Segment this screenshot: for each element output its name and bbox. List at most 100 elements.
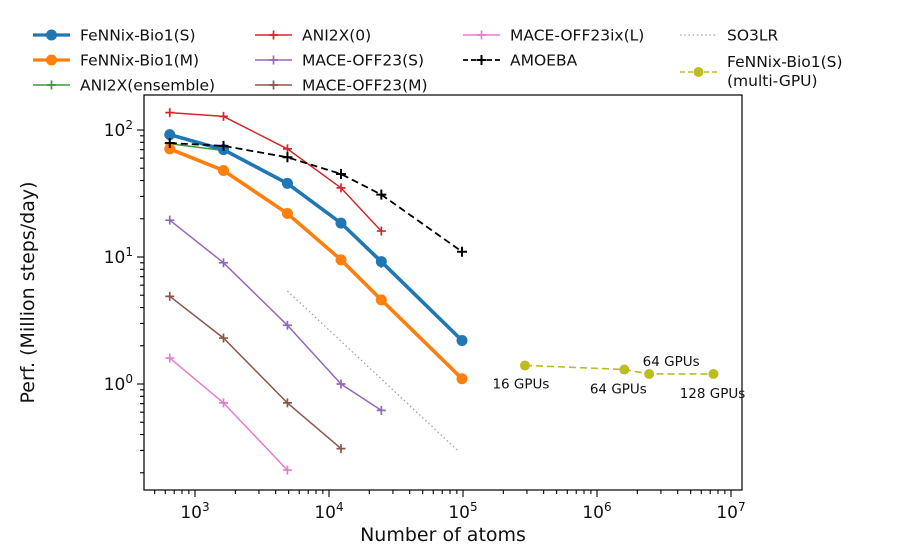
series-mace-off23-s [165, 215, 386, 415]
legend-label-fennix-bio1-m: FeNNix-Bio1(M) [80, 52, 199, 70]
legend-marker [693, 67, 704, 77]
series-line-ani2x-0 [169, 111, 382, 232]
legend-item-fennix-bio1-s: FeNNix-Bio1(S) [33, 27, 196, 45]
plus-marker [219, 111, 229, 121]
plus-marker [376, 226, 386, 236]
annotation-64-gpus: 64 GPUs [590, 382, 647, 398]
x-tick-label-10^4: 104 [314, 500, 343, 523]
legend-label-mace-off23-s: MACE-OFF23(S) [302, 52, 424, 70]
plot-frame [143, 94, 743, 491]
legend-item-mace-off23-m: MACE-OFF23(M) [255, 77, 428, 95]
plus-marker [376, 405, 386, 415]
plus-marker [457, 246, 468, 257]
circle-marker [456, 373, 468, 385]
plus-marker [282, 152, 293, 163]
legend-label-ani2x-0: ANI2X(0) [302, 27, 371, 45]
x-tick-label-10^5: 105 [448, 500, 477, 523]
x-tick-label-10^6: 106 [582, 500, 611, 523]
legend-label-amoeba: AMOEBA [510, 52, 578, 70]
plus-marker [164, 138, 175, 149]
legend-label-mace-off23-m: MACE-OFF23(M) [302, 77, 428, 95]
gpu-annotations: 16 GPUs 64 GPUs 64 GPUs 128 GPUs [492, 354, 745, 402]
circle-marker [644, 368, 655, 379]
series-so3lr [286, 290, 458, 451]
plus-marker [376, 189, 387, 200]
plus-marker [336, 444, 346, 454]
series-fennix-bio1-m [164, 143, 468, 385]
y-tick-label-10^2: 102 [104, 118, 133, 141]
plus-marker [269, 55, 278, 65]
legend-item-fennix-bio1-s-multi-gpu: FeNNix-Bio1(S) (multi-GPU) [680, 53, 843, 90]
circle-marker [335, 217, 347, 229]
x-axis-label: Number of atoms [360, 524, 526, 546]
legend-item-mace-off23-s: MACE-OFF23(S) [255, 52, 424, 70]
series-line-so3lr [286, 290, 458, 451]
plus-marker [282, 320, 292, 330]
y-tick-label-10^1: 101 [104, 245, 133, 268]
plus-marker [282, 144, 292, 154]
circle-marker [218, 164, 230, 176]
plus-marker [165, 108, 175, 118]
circle-marker [619, 364, 630, 375]
plus-marker [336, 183, 346, 193]
plus-marker [219, 333, 229, 343]
series-line-mace-off23ix-l [169, 357, 288, 471]
plus-marker [165, 291, 175, 301]
legend-item-so3lr: SO3LR [680, 27, 779, 45]
series-line-fennix-bio1-m [169, 147, 464, 380]
plus-marker [282, 465, 292, 475]
plus-marker [219, 258, 229, 268]
plus-marker [282, 398, 292, 408]
annotation-16-gpus: 16 GPUs [492, 376, 549, 392]
legend-item-fennix-bio1-m: FeNNix-Bio1(M) [33, 52, 199, 70]
legend-item-ani2x-0: ANI2X(0) [255, 27, 371, 45]
legend-marker [46, 29, 57, 41]
series-amoeba [164, 138, 468, 257]
x-tick-label-10^7: 107 [716, 500, 745, 523]
plus-marker [165, 353, 175, 363]
plus-marker [165, 215, 175, 225]
series-mace-off23ix-l [165, 353, 292, 475]
circle-marker [281, 177, 293, 189]
axis-ticks [137, 129, 732, 497]
legend-label-fennix-bio1-s: FeNNix-Bio1(S) [80, 27, 196, 45]
x-tick-label-10^3: 103 [180, 500, 209, 523]
circle-marker [708, 368, 719, 379]
series-line-amoeba [169, 142, 463, 253]
legend-label-so3lr: SO3LR [727, 27, 779, 45]
circle-marker [519, 360, 530, 371]
series-fennix-bio1-s-multi-gpu [519, 360, 719, 379]
plus-marker [476, 55, 487, 65]
series-ani2x-0 [165, 108, 386, 236]
legend-item-amoeba: AMOEBA [463, 52, 578, 70]
series-line-fennix-bio1-s-multi-gpu [524, 364, 714, 375]
legend-label-mace-off23ix-l: MACE-OFF23ix(L) [510, 27, 644, 45]
series-mace-off23-m [165, 291, 346, 454]
chart-legend: FeNNix-Bio1(S) FeNNix-Bio1(M) ANI2X(ensemb… [33, 27, 843, 95]
plus-marker [47, 80, 56, 90]
circle-marker [456, 335, 468, 347]
plus-marker [336, 379, 346, 389]
plus-marker [269, 80, 278, 90]
circle-marker [375, 294, 387, 306]
circle-marker [164, 143, 176, 155]
legend-item-mace-off23ix-l: MACE-OFF23ix(L) [463, 27, 644, 45]
plus-marker [219, 398, 229, 408]
plus-marker [477, 30, 486, 40]
y-axis-label: Perf. (Million steps/day) [17, 181, 39, 403]
legend-label-fennix-bio1-s-multi-gpu: (multi-GPU) [727, 72, 818, 90]
circle-marker [164, 129, 176, 141]
legend-item-ani2x-ensemble: ANI2X(ensemble) [33, 77, 215, 95]
legend-label-ani2x-ensemble: ANI2X(ensemble) [80, 77, 215, 95]
circle-marker [335, 254, 347, 266]
legend-marker [46, 54, 57, 66]
legend-label-fennix-bio1-s-multi-gpu: FeNNix-Bio1(S) [727, 53, 843, 71]
annotation-128-gpus: 128 GPUs [680, 386, 746, 402]
annotation-64-gpus: 64 GPUs [643, 354, 700, 370]
series-line-mace-off23-m [169, 295, 342, 450]
series-line-mace-off23-s [169, 219, 382, 412]
y-tick-label-10^0: 100 [104, 372, 133, 395]
series-line-fennix-bio1-s [169, 132, 464, 342]
